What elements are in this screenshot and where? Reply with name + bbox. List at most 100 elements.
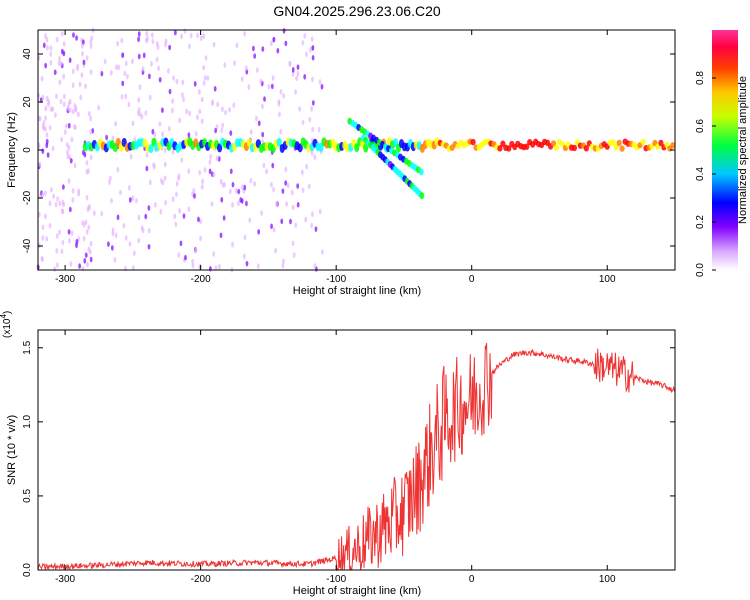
noise-speckle (208, 266, 212, 272)
noise-speckle (142, 52, 146, 59)
noise-speckle (192, 188, 196, 194)
noise-speckle (181, 79, 185, 86)
noise-speckle (69, 261, 73, 267)
noise-speckle (147, 243, 151, 250)
noise-speckle (155, 40, 159, 47)
noise-speckle (66, 153, 70, 160)
noise-speckle (291, 71, 295, 77)
noise-speckle (69, 157, 73, 164)
noise-speckle (85, 168, 89, 175)
noise-speckle (167, 125, 171, 132)
noise-speckle (177, 173, 181, 179)
noise-speckle (232, 102, 236, 109)
noise-speckle (116, 166, 120, 173)
spectrogram-ylabel: Frequency (Hz) (6, 112, 18, 188)
band-cell (506, 145, 512, 152)
noise-speckle (249, 129, 253, 135)
noise-speckle (59, 98, 63, 105)
noise-speckle (45, 236, 49, 242)
noise-speckle (261, 46, 265, 52)
noise-speckle (87, 205, 91, 211)
snr-series-line (37, 342, 676, 572)
noise-speckle (262, 162, 266, 169)
noise-speckle (231, 181, 235, 188)
snr-multiplier-close: ) (2, 311, 13, 314)
colorbar-ticks: 0.0 0.2 0.4 0.6 0.8 (695, 71, 716, 277)
colorbar-tick-label: 0.8 (695, 71, 706, 85)
noise-speckle (199, 235, 202, 242)
snr-ytick-label: 0.0 (22, 563, 33, 577)
snr-frame (37, 329, 676, 571)
noise-speckle (51, 106, 55, 112)
noise-speckle (216, 101, 220, 108)
colorbar: 0.0 0.2 0.4 0.6 0.8 Normalized spectral ampl… (695, 30, 749, 277)
noise-speckle (89, 115, 93, 122)
noise-speckle (56, 196, 60, 202)
noise-speckle (62, 201, 66, 208)
noise-speckle (214, 127, 218, 134)
noise-speckle (66, 105, 70, 111)
band-cell (571, 144, 578, 152)
noise-speckle (163, 175, 167, 181)
noise-speckle (41, 191, 45, 198)
noise-speckle (52, 193, 56, 200)
noise-speckle (161, 107, 164, 114)
noise-speckle (145, 30, 149, 37)
noise-speckle (45, 132, 49, 138)
noise-speckle (64, 123, 68, 129)
noise-speckle (173, 29, 177, 36)
noise-speckle (59, 60, 63, 67)
noise-speckle (191, 258, 195, 265)
noise-speckle (175, 191, 178, 198)
noise-speckle (45, 95, 49, 102)
noise-speckle (48, 200, 52, 207)
noise-speckle (107, 179, 111, 186)
noise-speckle (73, 124, 77, 131)
noise-speckle (43, 213, 47, 220)
band-cell (583, 145, 589, 152)
noise-speckle (53, 69, 57, 76)
noise-speckle (301, 40, 305, 46)
noise-speckle (141, 65, 145, 72)
noise-speckle (196, 114, 199, 120)
noise-speckle (71, 68, 75, 75)
noise-speckle (85, 55, 89, 61)
noise-speckle (284, 166, 288, 173)
noise-speckle (40, 75, 44, 82)
noise-speckle (41, 224, 45, 231)
noise-speckle (231, 201, 234, 208)
noise-speckle (84, 83, 87, 90)
noise-speckle (189, 32, 193, 39)
noise-speckle (110, 197, 113, 204)
noise-speckle (198, 169, 202, 176)
noise-speckle (187, 168, 191, 174)
noise-speckle (263, 96, 266, 102)
noise-speckle (212, 171, 216, 178)
noise-speckle (292, 252, 296, 258)
noise-speckle (147, 227, 151, 234)
band-cell (640, 138, 646, 146)
noise-speckle (308, 116, 312, 123)
noise-speckle (83, 151, 87, 158)
noise-speckle (180, 157, 184, 163)
spectrogram-ytick-label: 40 (22, 48, 33, 60)
noise-speckle (294, 89, 297, 95)
noise-speckle (121, 80, 125, 87)
snr-ytick-label: 1.0 (22, 414, 33, 428)
band-cell (619, 145, 625, 152)
noise-speckle (151, 38, 155, 45)
noise-speckle (215, 155, 219, 162)
noise-speckle (144, 110, 148, 116)
noise-speckle (38, 161, 42, 168)
noise-speckle (313, 154, 317, 160)
noise-speckle (284, 180, 288, 186)
noise-speckle (155, 56, 159, 63)
noise-speckle (148, 179, 152, 186)
noise-speckle (248, 217, 252, 224)
noise-speckle (44, 115, 48, 121)
noise-speckle (137, 53, 141, 60)
noise-speckle (100, 210, 104, 217)
noise-speckle (188, 110, 192, 117)
noise-speckle (113, 256, 117, 263)
